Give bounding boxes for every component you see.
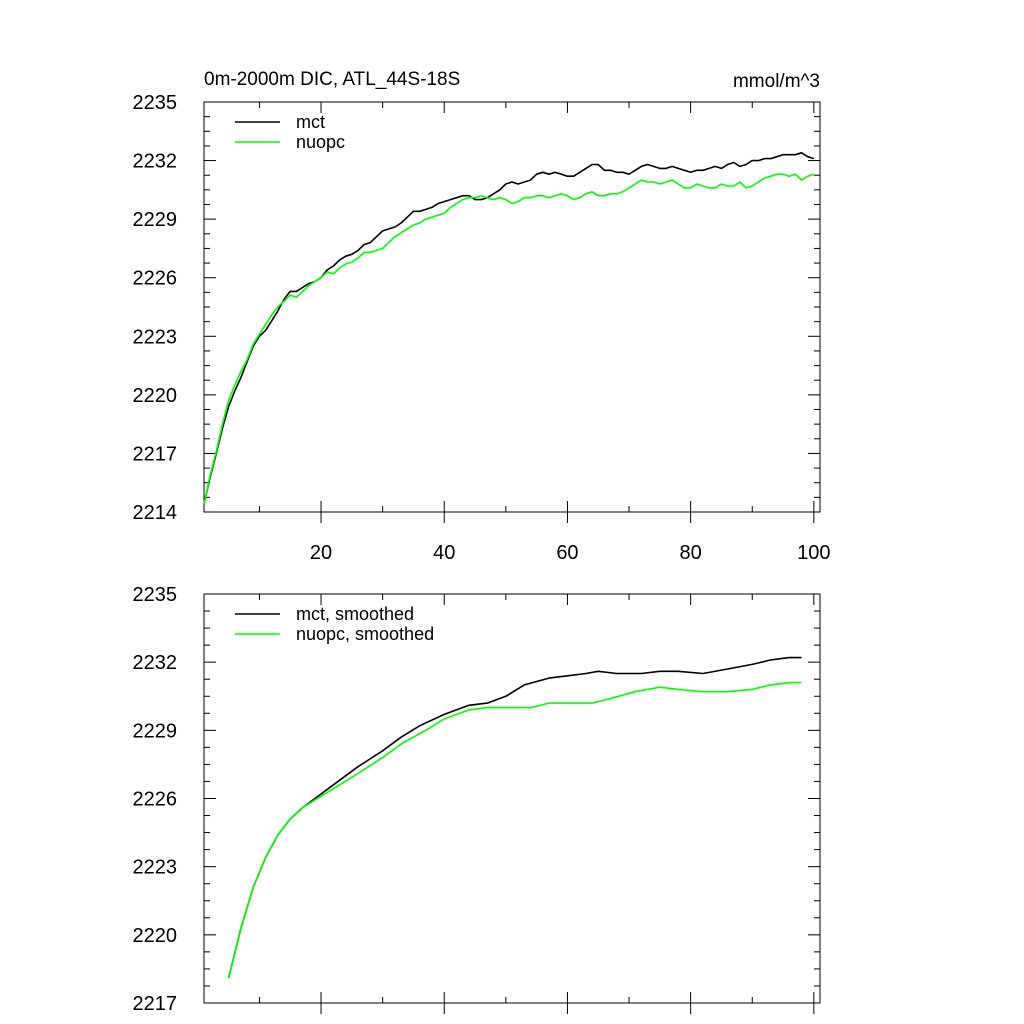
legend-label: mct, smoothed <box>296 604 414 624</box>
series-line <box>227 656 802 979</box>
y-tick-label: 2235 <box>133 92 178 114</box>
y-tick-label: 2223 <box>133 857 178 879</box>
y-tick-label: 2220 <box>133 925 178 947</box>
series-line <box>227 681 802 979</box>
y-tick-label: 2229 <box>133 720 178 742</box>
series-line <box>203 152 815 505</box>
x-tick-label: 80 <box>680 542 702 564</box>
y-tick-label: 2232 <box>133 151 178 173</box>
y-tick-label: 2232 <box>133 652 178 674</box>
x-tick-label: 60 <box>556 542 578 564</box>
x-tick-label: 20 <box>310 542 332 564</box>
legend-label: nuopc, smoothed <box>296 624 434 644</box>
y-tick-label: 2235 <box>133 584 178 606</box>
top-panel: 20 40 60 80 100 2214 2217 2220 2223 2226 2229 2232 2… <box>133 69 831 564</box>
x-tick-label: 100 <box>797 542 830 564</box>
bottom-panel: 2217 2220 2223 2226 2229 2232 2235 mct, smoothe… <box>133 584 821 1015</box>
y-tick-label: 2217 <box>133 993 178 1015</box>
y-tick-label: 2220 <box>133 385 178 407</box>
legend-label: mct <box>296 112 325 132</box>
y-tick-label: 2226 <box>133 268 178 290</box>
y-tick-label: 2214 <box>133 502 178 524</box>
y-tick-label: 2217 <box>133 443 178 465</box>
plot-frame <box>203 101 821 513</box>
legend-label: nuopc <box>296 132 345 152</box>
plot-frame <box>203 593 821 1004</box>
series-line <box>203 173 815 505</box>
y-tick-label: 2223 <box>133 326 178 348</box>
x-tick-label: 40 <box>433 542 455 564</box>
chart-title: 0m-2000m DIC, ATL_44S-18S <box>204 69 460 90</box>
y-tick-label: 2229 <box>133 209 178 231</box>
chart-units: mmol/m^3 <box>733 71 820 92</box>
y-tick-label: 2226 <box>133 789 178 811</box>
